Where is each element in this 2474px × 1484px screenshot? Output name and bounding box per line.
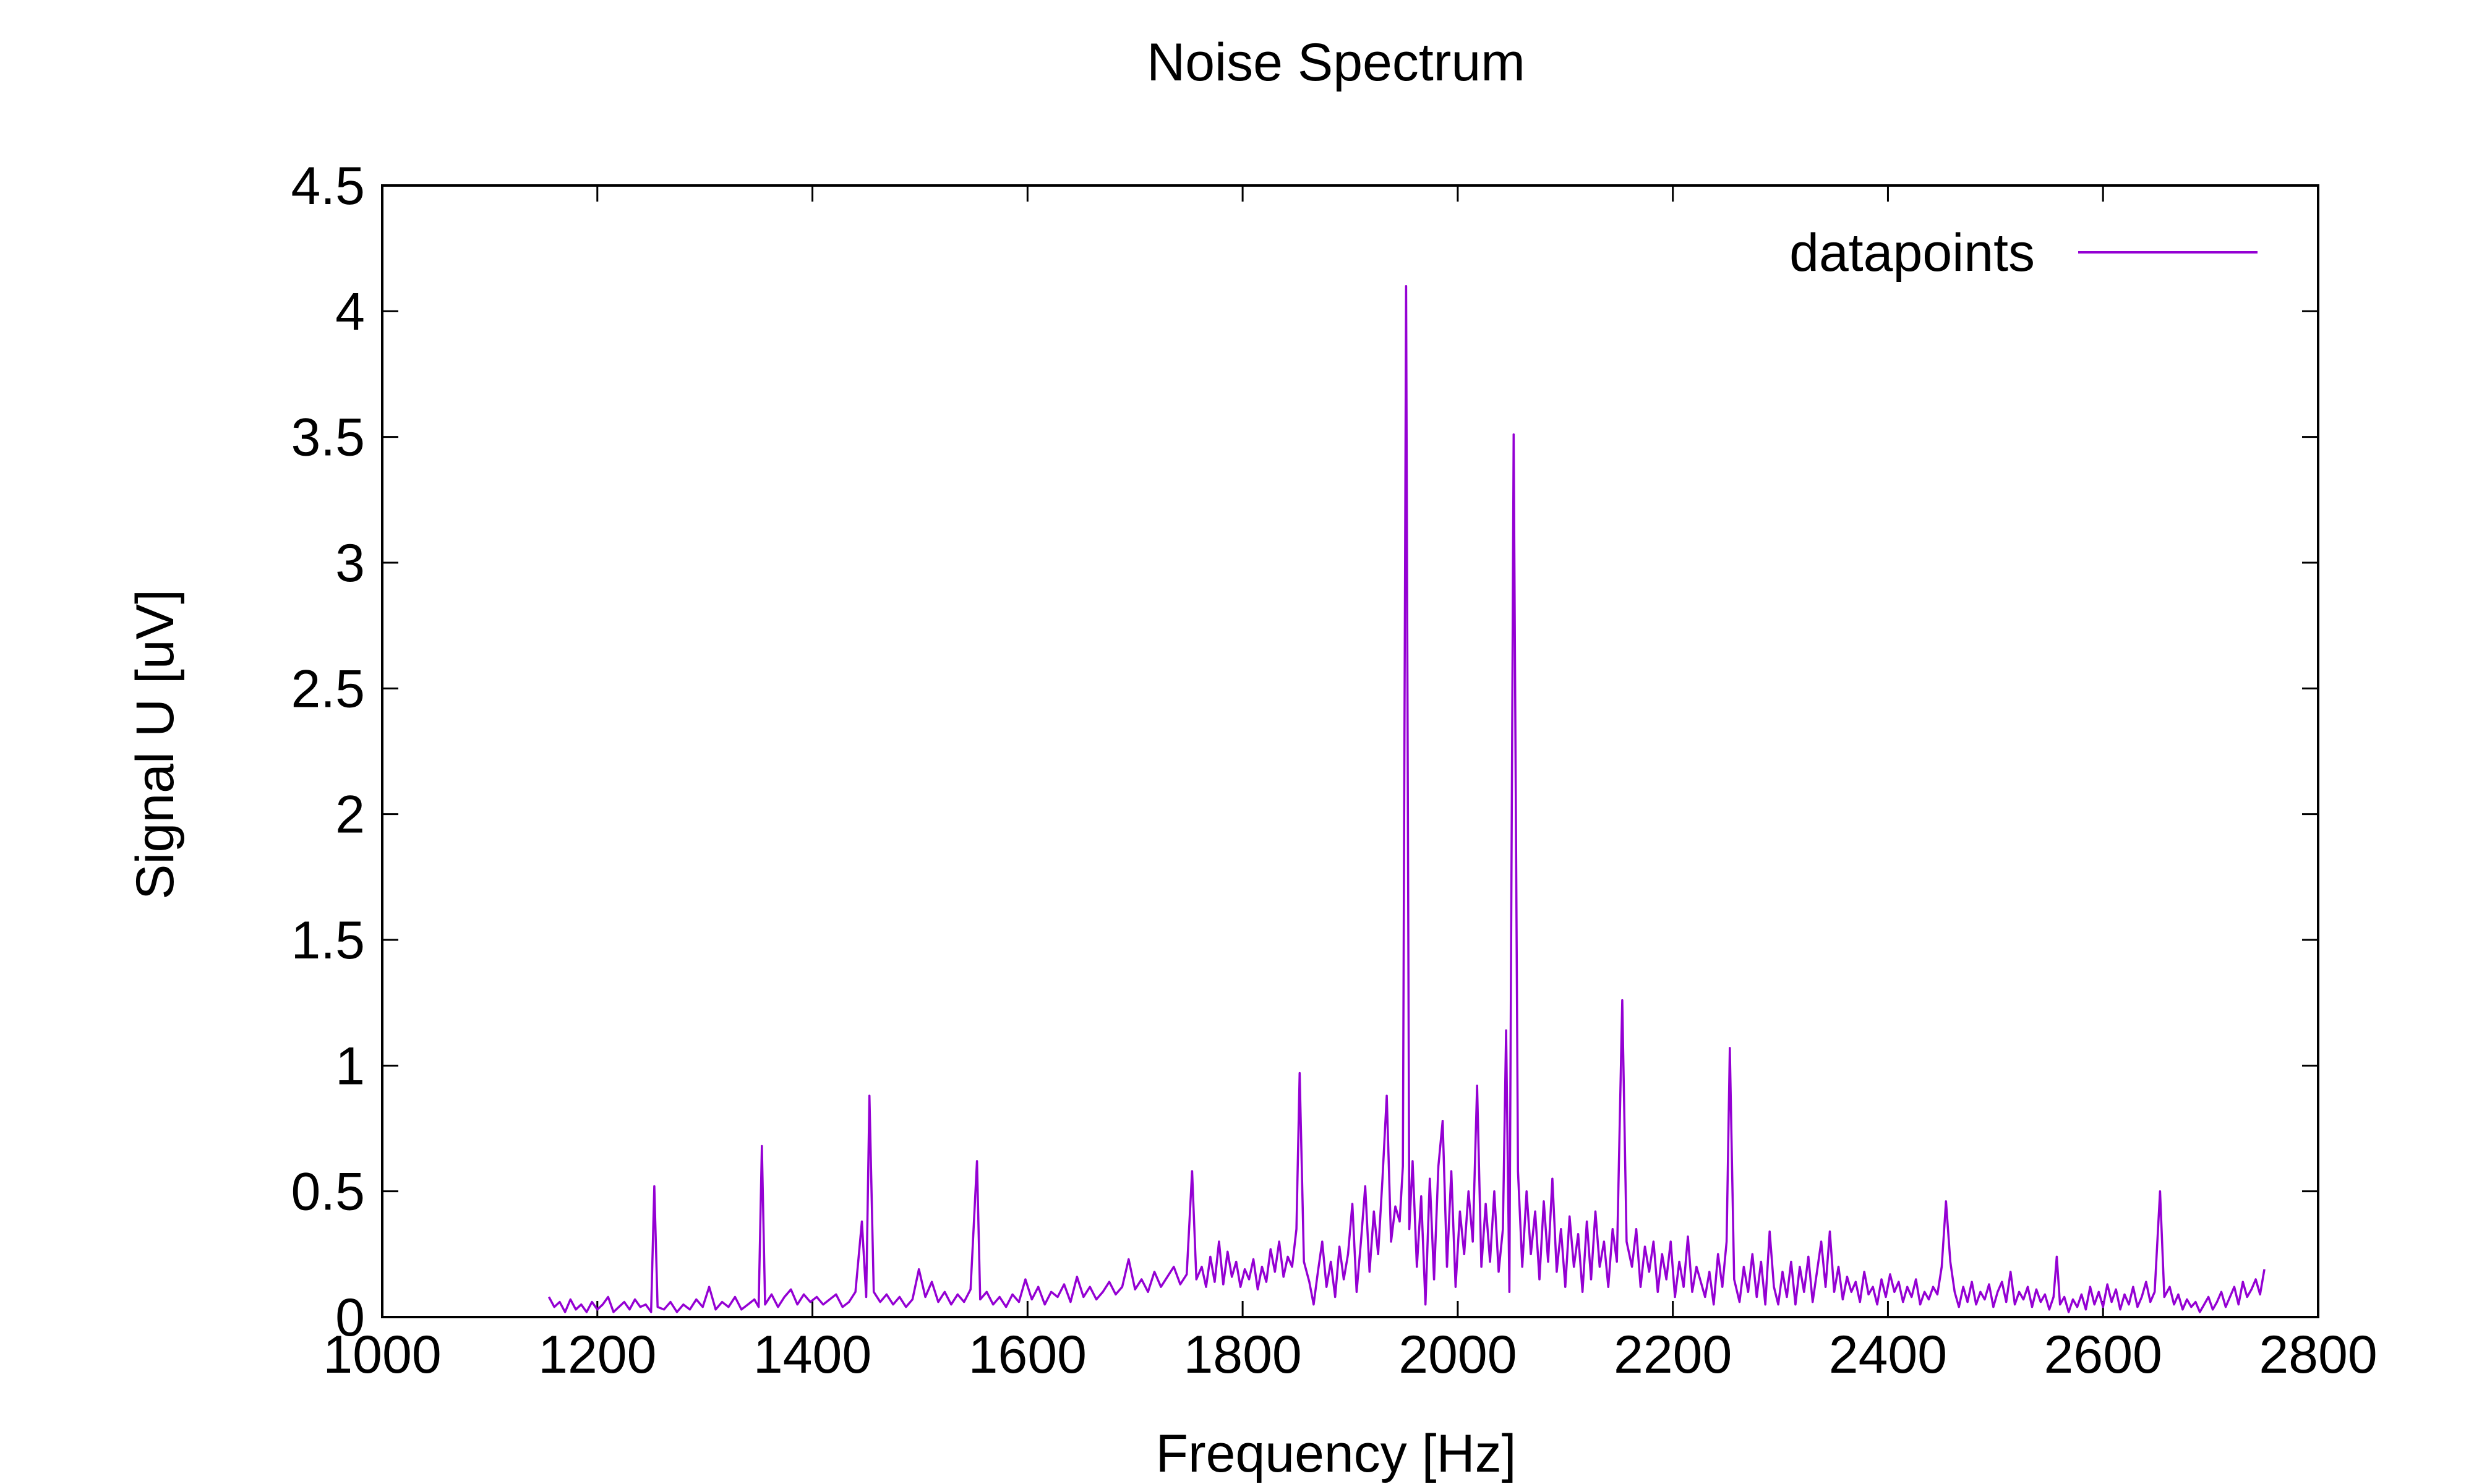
x-tick-label: 2800: [2259, 1325, 2377, 1384]
y-tick-label: 1: [335, 1036, 365, 1096]
y-tick-label: 4.5: [291, 156, 365, 216]
x-axis-label: Frequency [Hz]: [1155, 1424, 1516, 1483]
datapoints-series-line: [547, 284, 2266, 1313]
x-tick-label: 1600: [969, 1325, 1087, 1384]
y-tick-label: 4: [335, 282, 365, 341]
x-tick-label: 1400: [753, 1325, 871, 1384]
y-axis-label: Signal U [uV]: [126, 589, 185, 900]
x-tick-label: 1000: [323, 1325, 441, 1384]
legend: datapoints: [1789, 223, 2258, 283]
y-tick-label: 2: [335, 785, 365, 845]
y-tick-label: 0: [335, 1288, 365, 1347]
x-tick-label: 2600: [2044, 1325, 2162, 1384]
x-tick-label: 2000: [1398, 1325, 1517, 1384]
y-tick-labels: 0 0.5 1 1.5 2 2.5 3 3.5 4 4.5: [291, 156, 365, 1347]
y-tick-label: 3: [335, 534, 365, 593]
y-tick-label: 0.5: [291, 1162, 365, 1222]
chart-title: Noise Spectrum: [1147, 33, 1525, 92]
y-tick-label: 1.5: [291, 911, 365, 970]
legend-label: datapoints: [1789, 223, 2035, 283]
x-tick-label: 2200: [1614, 1325, 1732, 1384]
x-tick-labels: 1000 1200 1400 1600 1800 2000 2200 2400 2600 2800: [323, 1325, 2377, 1384]
x-tick-label: 1800: [1183, 1325, 1301, 1384]
y-tick-label: 2.5: [291, 659, 365, 719]
plot-frame: [381, 184, 2319, 1318]
y-tick-label: 3.5: [291, 408, 365, 467]
x-tick-label: 2400: [1829, 1325, 1947, 1384]
x-tick-label: 1200: [538, 1325, 656, 1384]
